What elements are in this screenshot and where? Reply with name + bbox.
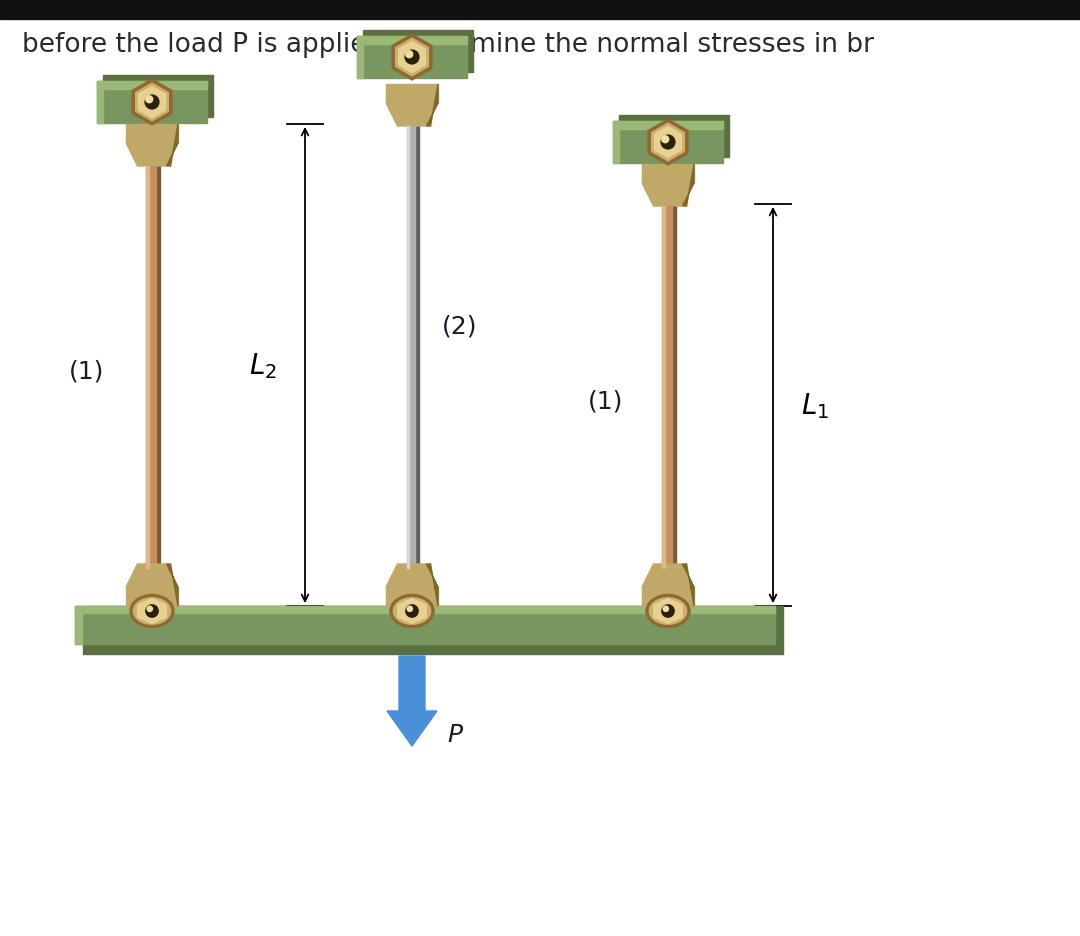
Polygon shape xyxy=(653,599,683,623)
Text: (1): (1) xyxy=(589,389,623,414)
Bar xyxy=(357,37,363,79)
Polygon shape xyxy=(166,124,178,167)
Text: B: B xyxy=(437,612,454,636)
Bar xyxy=(662,207,665,568)
Circle shape xyxy=(663,607,669,612)
Ellipse shape xyxy=(646,595,690,628)
Circle shape xyxy=(406,51,413,59)
Polygon shape xyxy=(386,104,438,127)
Ellipse shape xyxy=(649,598,687,624)
Polygon shape xyxy=(427,85,438,127)
Circle shape xyxy=(407,607,413,612)
Circle shape xyxy=(146,96,152,104)
Bar xyxy=(357,37,467,79)
Bar xyxy=(75,607,775,613)
Bar xyxy=(613,122,619,164)
Bar xyxy=(126,124,178,144)
Polygon shape xyxy=(138,87,165,119)
Bar xyxy=(357,37,467,45)
Circle shape xyxy=(406,606,418,618)
Bar xyxy=(83,607,783,654)
Circle shape xyxy=(146,606,158,618)
Bar xyxy=(0,0,1080,20)
Polygon shape xyxy=(683,165,694,207)
Ellipse shape xyxy=(130,595,174,628)
Bar xyxy=(126,588,178,607)
Ellipse shape xyxy=(133,598,171,624)
Bar xyxy=(386,588,438,607)
Polygon shape xyxy=(642,183,694,207)
Polygon shape xyxy=(136,84,168,122)
Bar xyxy=(386,85,438,104)
Bar xyxy=(97,82,207,90)
Bar xyxy=(613,122,723,164)
Polygon shape xyxy=(395,39,429,77)
Polygon shape xyxy=(654,127,681,158)
Polygon shape xyxy=(126,564,178,588)
Text: $L_2$: $L_2$ xyxy=(249,351,276,381)
Polygon shape xyxy=(126,144,178,167)
Bar xyxy=(363,31,473,73)
Polygon shape xyxy=(427,564,438,607)
Bar xyxy=(642,165,694,183)
Polygon shape xyxy=(166,564,178,607)
FancyArrow shape xyxy=(387,656,437,746)
Bar xyxy=(407,127,409,568)
Text: (1): (1) xyxy=(69,359,105,384)
Bar xyxy=(97,82,103,124)
Circle shape xyxy=(662,137,669,143)
Polygon shape xyxy=(386,564,438,588)
Text: P: P xyxy=(447,723,462,746)
Bar xyxy=(97,82,207,124)
Polygon shape xyxy=(642,564,694,588)
Text: (2): (2) xyxy=(442,314,477,339)
Circle shape xyxy=(662,606,674,618)
Bar xyxy=(75,607,82,644)
Text: $L_1$: $L_1$ xyxy=(801,390,829,420)
Bar xyxy=(662,207,672,568)
Bar xyxy=(416,127,419,568)
Text: before the load P is applied, determine the normal stresses in br: before the load P is applied, determine … xyxy=(22,32,874,58)
Circle shape xyxy=(145,96,159,110)
Polygon shape xyxy=(392,35,432,80)
Polygon shape xyxy=(132,80,172,125)
Bar xyxy=(613,122,723,130)
Polygon shape xyxy=(399,42,426,74)
Polygon shape xyxy=(683,564,694,607)
Bar xyxy=(103,76,213,118)
Bar xyxy=(642,588,694,607)
Circle shape xyxy=(147,607,152,612)
Bar xyxy=(672,207,676,568)
Polygon shape xyxy=(138,599,166,623)
Bar xyxy=(146,167,149,568)
Polygon shape xyxy=(397,599,427,623)
Text: C: C xyxy=(663,612,680,636)
Ellipse shape xyxy=(390,595,434,628)
Polygon shape xyxy=(648,120,688,166)
Circle shape xyxy=(661,136,675,150)
Polygon shape xyxy=(651,124,685,162)
Bar xyxy=(407,127,416,568)
Bar xyxy=(619,116,729,158)
Ellipse shape xyxy=(393,598,431,624)
Circle shape xyxy=(405,51,419,65)
Text: A: A xyxy=(177,612,194,636)
Bar xyxy=(75,607,775,644)
Bar xyxy=(156,167,161,568)
Bar xyxy=(146,167,156,568)
